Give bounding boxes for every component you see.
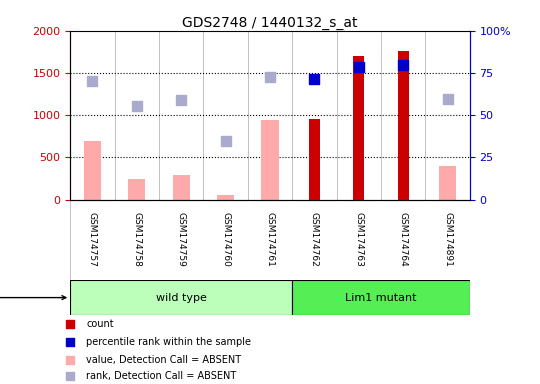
Text: GSM174759: GSM174759: [177, 212, 186, 266]
Point: [310, 76, 319, 82]
Point: [88, 78, 97, 84]
Point: [399, 62, 408, 68]
Bar: [129, 179, 145, 200]
Text: Lim1 mutant: Lim1 mutant: [345, 293, 417, 303]
Point: [354, 64, 363, 70]
Point: [443, 96, 452, 102]
Point: [132, 103, 141, 109]
Text: GSM174761: GSM174761: [266, 212, 274, 266]
Bar: [439, 166, 456, 200]
Bar: [309, 119, 320, 200]
Text: GSM174758: GSM174758: [132, 212, 141, 266]
Bar: [261, 120, 279, 200]
Text: wild type: wild type: [156, 293, 207, 303]
Text: GSM174762: GSM174762: [310, 212, 319, 266]
Bar: [173, 175, 190, 200]
Bar: [217, 195, 234, 200]
Text: GSM174757: GSM174757: [88, 212, 97, 266]
Point: [66, 373, 75, 379]
Text: rank, Detection Call = ABSENT: rank, Detection Call = ABSENT: [86, 371, 237, 381]
Text: GSM174763: GSM174763: [354, 212, 363, 266]
Bar: [84, 141, 101, 200]
Point: [66, 339, 75, 345]
Text: percentile rank within the sample: percentile rank within the sample: [86, 337, 252, 347]
Text: genotype/variation: genotype/variation: [0, 293, 66, 303]
Point: [66, 321, 75, 327]
Text: GSM174760: GSM174760: [221, 212, 230, 266]
Text: count: count: [86, 319, 114, 329]
Point: [66, 357, 75, 363]
Text: GSM174891: GSM174891: [443, 212, 452, 266]
Point: [221, 138, 230, 144]
Bar: [292, 280, 470, 315]
Bar: [70, 280, 292, 315]
Title: GDS2748 / 1440132_s_at: GDS2748 / 1440132_s_at: [183, 16, 358, 30]
Point: [266, 74, 274, 80]
Point: [177, 96, 186, 103]
Bar: [353, 56, 365, 200]
Text: GSM174764: GSM174764: [399, 212, 408, 266]
Text: value, Detection Call = ABSENT: value, Detection Call = ABSENT: [86, 355, 241, 365]
Bar: [398, 51, 409, 200]
